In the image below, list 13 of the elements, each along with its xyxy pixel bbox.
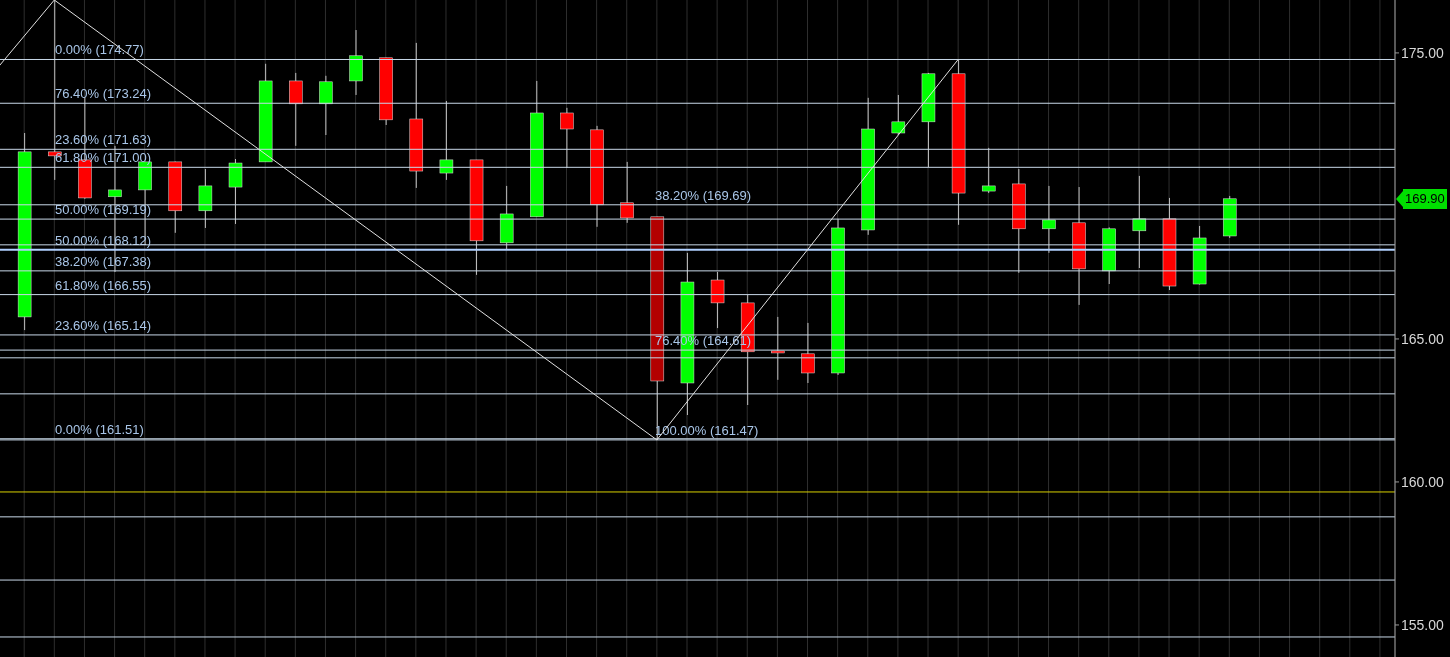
ref-line-label: 50.00% (169.19) — [55, 202, 152, 218]
ref-line-label: 23.60% (165.14) — [55, 317, 152, 333]
y-tick-label: 165.00 — [1401, 330, 1445, 347]
y-tick-label: 155.00 — [1401, 616, 1445, 633]
y-tick-label: 175.00 — [1401, 44, 1445, 61]
text: 169.90 — [1403, 188, 1447, 209]
y-tick-label: 160.00 — [1401, 473, 1445, 490]
ref-line-label: 38.20% (167.38) — [55, 253, 152, 269]
ref-line-label: 38.20% (169.69) — [655, 187, 752, 203]
ref-line-label: 76.40% (173.24) — [55, 86, 152, 102]
ref-line-label: 0.00% (161.51) — [55, 421, 144, 437]
ref-line-label: 50.00% (168.12) — [55, 232, 152, 248]
ref-line-label: 61.80% (166.55) — [55, 277, 152, 293]
